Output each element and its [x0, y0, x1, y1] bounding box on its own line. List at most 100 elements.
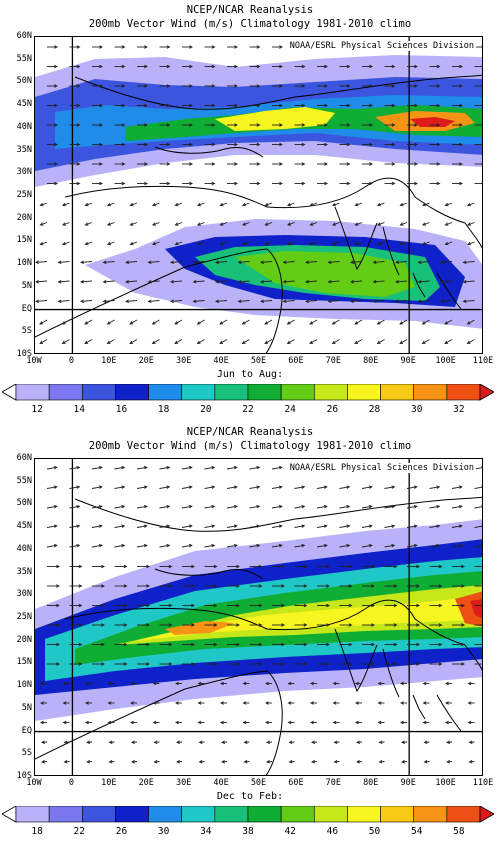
colorbar-tick-label: 42	[275, 826, 305, 837]
latitude-tick-label: 10N	[2, 258, 32, 268]
latitude-tick-label: 60N	[2, 31, 32, 41]
panel-title: NCEP/NCAR Reanalysis	[0, 425, 500, 439]
wind-speed-field	[35, 37, 483, 354]
colorbar-low-end	[2, 806, 16, 822]
colorbar-swatch	[182, 806, 215, 822]
colorbar-swatch	[447, 806, 480, 822]
latitude-tick-label: 50N	[2, 76, 32, 86]
latitude-tick-label: 55N	[2, 54, 32, 64]
longitude-tick-label: 80E	[356, 778, 386, 788]
wind-speed-field	[35, 459, 483, 776]
longitude-tick-label: 70E	[318, 356, 348, 366]
latitude-tick-label: 45N	[2, 99, 32, 109]
colorbar-tick-label: 34	[191, 826, 221, 837]
colorbar-swatch	[347, 806, 380, 822]
latitude-tick-label: 15N	[2, 235, 32, 245]
colorbar-swatch	[248, 806, 281, 822]
colorbar-swatch	[49, 384, 82, 400]
colorbar-tick-label: 50	[360, 826, 390, 837]
colorbar-swatch	[149, 384, 182, 400]
colorbar-swatch	[82, 806, 115, 822]
panel-subtitle: 200mb Vector Wind (m/s) Climatology 1981…	[0, 17, 500, 31]
longitude-tick-label: 50E	[244, 356, 274, 366]
longitude-tick-label: 0	[56, 356, 86, 366]
colorbar-tick-label: 58	[444, 826, 474, 837]
colorbar-swatch	[381, 384, 414, 400]
latitude-tick-label: 45N	[2, 521, 32, 531]
longitude-tick-label: 90E	[393, 356, 423, 366]
longitude-tick-label: 40E	[206, 778, 236, 788]
djf-panel: NCEP/NCAR Reanalysis 200mb Vector Wind (…	[0, 422, 500, 842]
colorbar: 18 22 26 30 34 38 42 46 50 54 58	[2, 806, 494, 846]
longitude-tick-label: 10E	[94, 778, 124, 788]
colorbar-tick-label: 20	[191, 404, 221, 415]
colorbar-tick-label: 24	[275, 404, 305, 415]
colorbar-high-end	[480, 806, 494, 822]
colorbar-tick-label: 18	[149, 404, 179, 415]
colorbar-swatch	[115, 806, 148, 822]
latitude-tick-label: 50N	[2, 498, 32, 508]
longitude-tick-label: 110E	[468, 356, 498, 366]
colorbar-swatch	[381, 806, 414, 822]
colorbar-swatch	[281, 384, 314, 400]
longitude-tick-label: 40E	[206, 356, 236, 366]
colorbar-tick-label: 32	[444, 404, 474, 415]
latitude-tick-label: 40N	[2, 544, 32, 554]
latitude-tick-label: 35N	[2, 567, 32, 577]
colorbar-swatch	[314, 384, 347, 400]
longitude-tick-label: 20E	[131, 356, 161, 366]
colorbar-swatch	[115, 384, 148, 400]
latitude-tick-label: 5N	[2, 281, 32, 291]
latitude-tick-label: 40N	[2, 122, 32, 132]
longitude-tick-label: 30E	[169, 778, 199, 788]
longitude-tick-label: 10E	[94, 356, 124, 366]
colorbar-tick-label: 18	[22, 826, 52, 837]
latitude-tick-label: EQ	[2, 304, 32, 314]
colorbar-swatch	[347, 384, 380, 400]
colorbar-swatches	[2, 384, 494, 406]
colorbar-swatch	[16, 806, 49, 822]
colorbar-swatch	[149, 806, 182, 822]
colorbar-tick-label: 16	[106, 404, 136, 415]
wind-map-jja: NOAA/ESRL Physical Sciences Division	[34, 36, 483, 354]
latitude-tick-label: EQ	[2, 726, 32, 736]
jja-panel: NCEP/NCAR Reanalysis 200mb Vector Wind (…	[0, 0, 500, 420]
season-label: Dec to Feb:	[0, 791, 500, 802]
colorbar-tick-label: 38	[233, 826, 263, 837]
latitude-tick-label: 5S	[2, 326, 32, 336]
colorbar-tick-label: 30	[402, 404, 432, 415]
colorbar-tick-label: 46	[317, 826, 347, 837]
colorbar-swatch	[447, 384, 480, 400]
latitude-tick-label: 5N	[2, 703, 32, 713]
panel-title: NCEP/NCAR Reanalysis	[0, 3, 500, 17]
colorbar-tick-label: 54	[402, 826, 432, 837]
colorbar-tick-label: 14	[64, 404, 94, 415]
latitude-tick-label: 30N	[2, 589, 32, 599]
colorbar-tick-label: 22	[64, 826, 94, 837]
colorbar-swatch	[314, 806, 347, 822]
latitude-tick-label: 20N	[2, 213, 32, 223]
latitude-tick-label: 35N	[2, 145, 32, 155]
longitude-tick-label: 100E	[431, 356, 461, 366]
longitude-tick-label: 110E	[468, 778, 498, 788]
colorbar-tick-label: 28	[360, 404, 390, 415]
colorbar-tick-label: 12	[22, 404, 52, 415]
wind-map-djf: NOAA/ESRL Physical Sciences Division	[34, 458, 483, 776]
colorbar-swatch	[414, 806, 447, 822]
colorbar-swatch	[82, 384, 115, 400]
colorbar-tick-label: 26	[106, 826, 136, 837]
latitude-tick-label: 15N	[2, 657, 32, 667]
longitude-tick-label: 0	[56, 778, 86, 788]
latitude-tick-label: 55N	[2, 476, 32, 486]
colorbar-swatch	[49, 806, 82, 822]
colorbar-swatch	[414, 384, 447, 400]
longitude-tick-label: 10W	[19, 778, 49, 788]
colorbar-tick-label: 30	[149, 826, 179, 837]
colorbar-swatch	[215, 806, 248, 822]
colorbar-low-end	[2, 384, 16, 400]
season-label: Jun to Aug:	[0, 369, 500, 380]
colorbar-swatch	[182, 384, 215, 400]
longitude-tick-label: 10W	[19, 356, 49, 366]
longitude-tick-label: 60E	[281, 356, 311, 366]
